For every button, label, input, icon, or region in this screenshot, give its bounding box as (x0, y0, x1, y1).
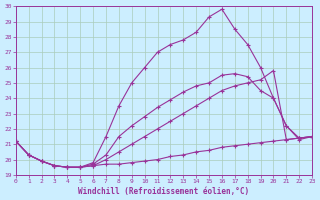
X-axis label: Windchill (Refroidissement éolien,°C): Windchill (Refroidissement éolien,°C) (78, 187, 250, 196)
